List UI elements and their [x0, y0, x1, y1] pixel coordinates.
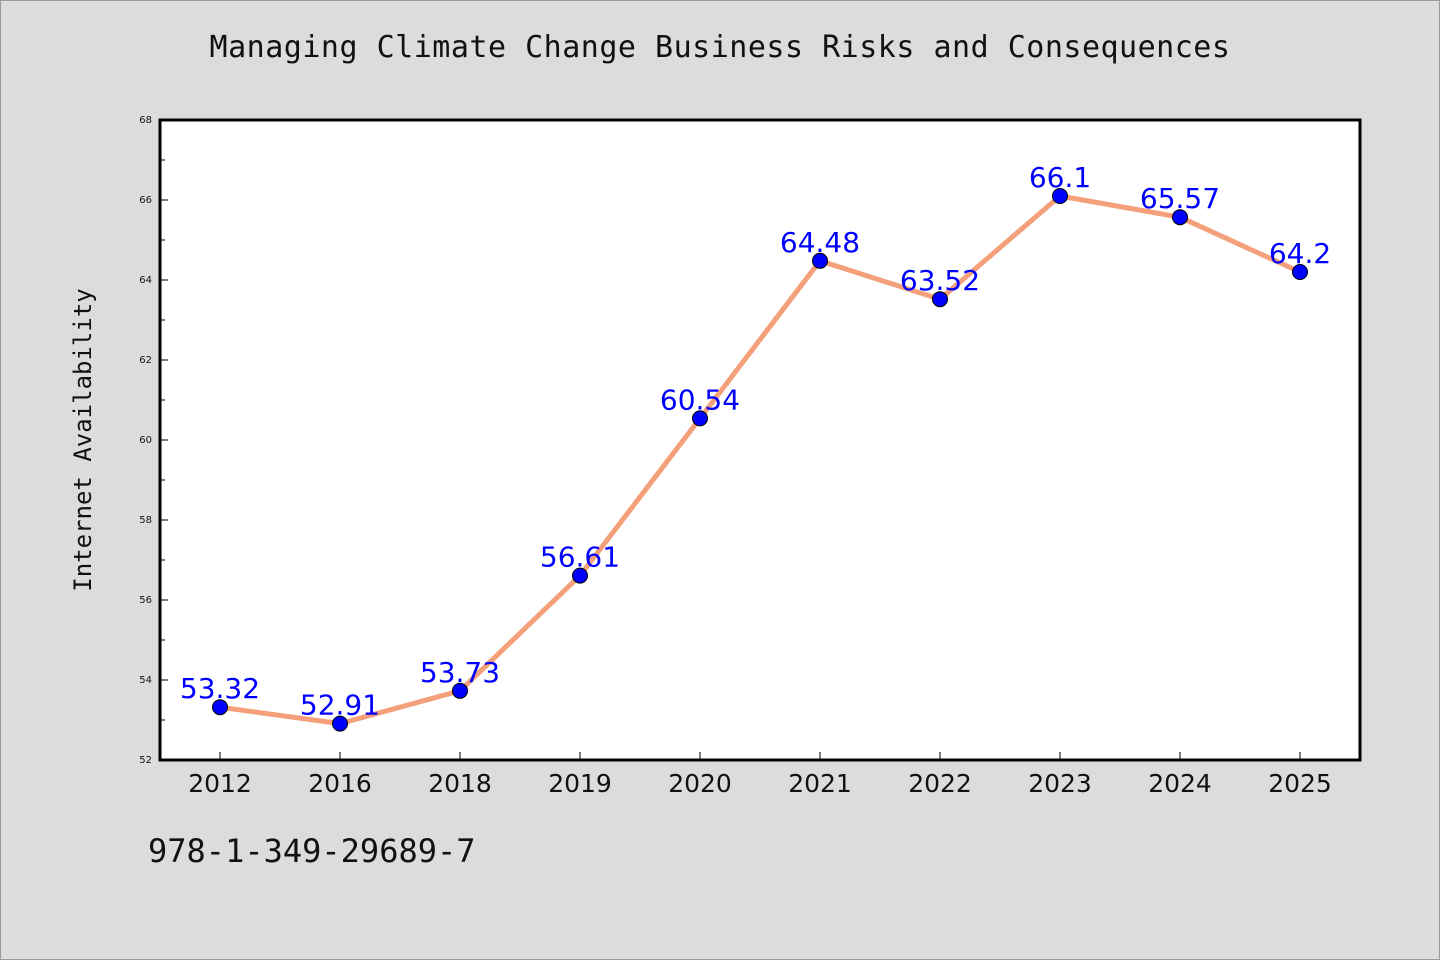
data-point: [692, 410, 708, 427]
series-markers: [212, 188, 1308, 732]
x-tick-label: 2016: [308, 769, 372, 798]
chart-title: Managing Climate Change Business Risks a…: [209, 30, 1231, 65]
data-label: 65.57: [1140, 182, 1220, 215]
data-label: 66.1: [1029, 161, 1091, 194]
data-label: 53.73: [420, 656, 500, 689]
y-tick-label: 52: [139, 755, 152, 766]
data-label: 56.61: [540, 541, 620, 574]
data-point: [932, 291, 948, 308]
y-axis-label: Internet Availability: [69, 288, 97, 591]
data-point: [1292, 264, 1308, 280]
y-tick-label: 58: [139, 515, 152, 526]
x-tick-label: 2021: [788, 769, 852, 798]
series-polyline: [217, 193, 1303, 727]
x-tick-label: 2020: [668, 769, 732, 798]
x-tick-label: 2023: [1028, 769, 1092, 798]
x-tick-label: 2019: [548, 769, 612, 798]
data-point: [452, 682, 468, 699]
plot-area: [158, 118, 1362, 762]
data-label: 63.52: [900, 264, 980, 297]
y-axis-ticks: 52 54 56 58 60 62 64 66 68: [139, 115, 168, 766]
data-point: [812, 252, 828, 269]
y-tick-label: 68: [139, 115, 152, 126]
data-label: 52.91: [300, 689, 380, 722]
data-point: [212, 699, 228, 716]
y-tick-label: 62: [139, 355, 152, 366]
series-line: [217, 193, 1303, 727]
data-label: 64.48: [780, 226, 860, 259]
x-tick-label: 2018: [428, 769, 492, 798]
data-label: 53.32: [180, 672, 260, 705]
data-point: [332, 715, 348, 732]
data-point: [1172, 209, 1188, 226]
x-tick-label: 2022: [908, 769, 972, 798]
x-axis-ticks: 2012 2016 2018 2019 2020 2021 2022 2023 2024 2025: [188, 752, 1332, 798]
data-labels: 53.32 52.91 53.73 56.61 60.54 64.48 63.52 66.1 6…: [180, 161, 1331, 722]
x-tick-label: 2012: [188, 769, 252, 798]
data-point: [572, 567, 588, 584]
y-tick-label: 56: [139, 595, 152, 606]
x-tick-label: 2024: [1148, 769, 1212, 798]
y-tick-label: 66: [139, 195, 152, 206]
y-tick-label: 64: [139, 275, 152, 286]
footer-code: 978-1-349-29689-7: [148, 832, 476, 870]
x-tick-label: 2025: [1268, 769, 1332, 798]
data-point: [1052, 188, 1068, 204]
y-tick-label: 60: [139, 435, 152, 446]
data-label: 64.2: [1269, 237, 1331, 270]
y-tick-label: 54: [139, 675, 152, 686]
data-label: 60.54: [660, 383, 740, 416]
